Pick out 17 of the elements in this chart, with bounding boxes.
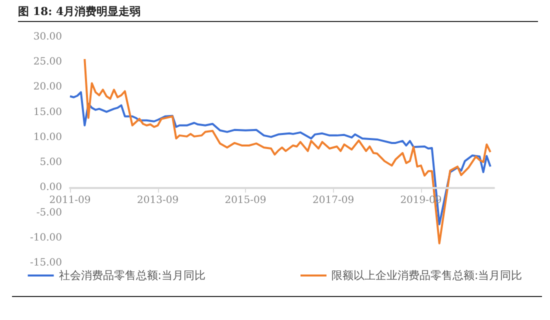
- y-tick-label: -5.00: [36, 207, 62, 218]
- y-tick-label: -10.00: [30, 232, 62, 244]
- y-tick-label: 20.00: [33, 82, 62, 93]
- x-tick-label: 2015-09: [224, 195, 266, 206]
- y-tick-label: 0.00: [40, 182, 62, 194]
- y-tick-label: 5.00: [40, 157, 62, 168]
- legend-label: 社会消费品零售总额:当月同比: [58, 269, 206, 282]
- x-tick-label: 2013-09: [137, 195, 179, 206]
- y-tick-label: -15.00: [30, 258, 62, 268]
- y-tick-label: 30.00: [33, 32, 62, 42]
- x-tick-label: 2017-09: [312, 195, 354, 206]
- y-tick-label: 15.00: [33, 106, 62, 118]
- x-tick-label: 2011-09: [49, 195, 91, 206]
- y-tick-label: 25.00: [33, 56, 62, 68]
- y-tick-label: 10.00: [33, 132, 62, 143]
- chart-title: 图 18: 4月消费明显走弱: [18, 2, 538, 22]
- legend-label: 限额以上企业消费品零售总额:当月同比: [332, 269, 522, 282]
